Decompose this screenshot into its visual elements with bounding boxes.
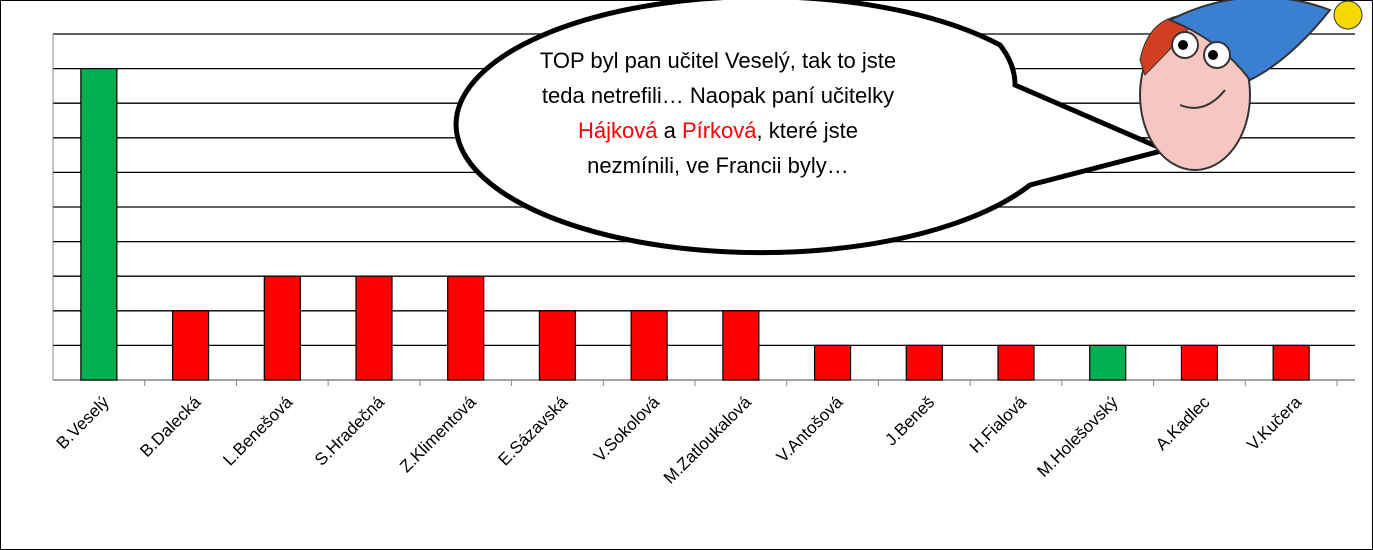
bar [447, 275, 485, 381]
bar [80, 67, 118, 381]
bar [263, 275, 301, 381]
bubble-line: TOP byl pan učitel Veselý, tak to jste [540, 48, 896, 73]
bubble-text-segment: TOP byl pan učitel Veselý, tak to jste [540, 48, 896, 73]
bubble-text: TOP byl pan učitel Veselý, tak to jste te… [540, 48, 896, 178]
bar [905, 344, 943, 381]
bubble-text-segment: Hájková [578, 118, 658, 143]
bar [813, 344, 852, 381]
bubble-line: nezmínili, ve Francii byly… [587, 153, 849, 178]
bubble-text-segment: Pírková [682, 118, 757, 143]
bar [722, 310, 760, 381]
hat-ball [1333, 0, 1363, 30]
bubble-shape [453, 0, 1173, 256]
pupil [1178, 40, 1188, 50]
mouth [1179, 89, 1226, 109]
bar [630, 310, 668, 381]
bubble-text-segment: , které jste [757, 118, 858, 143]
pupil [1208, 50, 1218, 60]
cartoon-face [1139, 0, 1363, 171]
bar [1180, 344, 1219, 381]
bar [171, 310, 210, 381]
bar [538, 310, 577, 381]
bar [1089, 344, 1127, 381]
bar [355, 275, 393, 381]
bubble-line: teda netrefili… Naopak paní učitelky [542, 83, 894, 108]
bubble-text-segment: nezmínili, ve Francii byly… [587, 153, 849, 178]
bar [997, 344, 1035, 381]
bubble-line: Hájková a Pírková, které jste [578, 118, 858, 143]
bubble-text-segment: a [657, 118, 681, 143]
bubble-text-segment: teda netrefili… Naopak paní učitelky [542, 83, 894, 108]
speech-bubble [453, 0, 1173, 256]
bar [1272, 344, 1310, 381]
